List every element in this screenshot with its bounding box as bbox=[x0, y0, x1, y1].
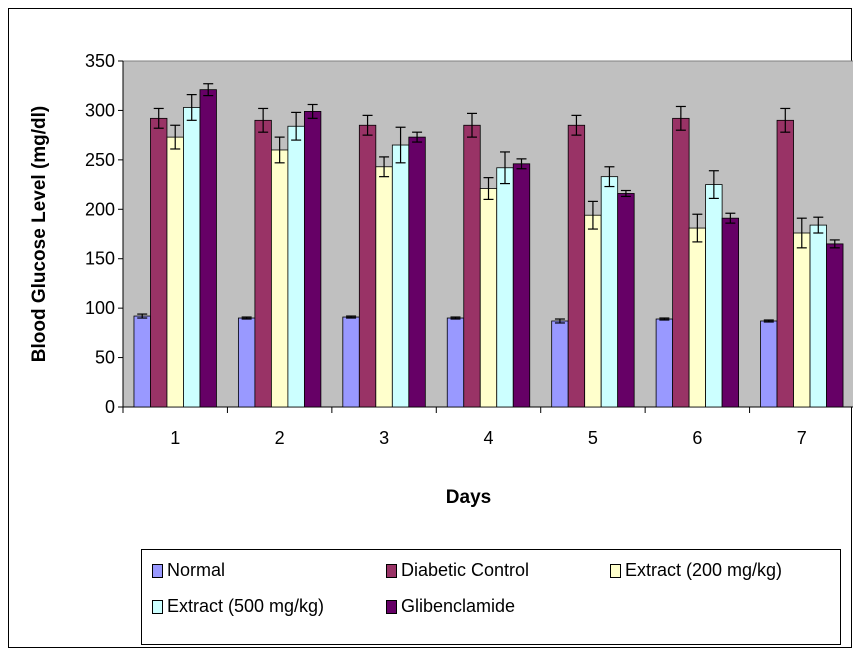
bar bbox=[551, 320, 569, 408]
bar bbox=[183, 107, 201, 408]
bar bbox=[793, 232, 811, 408]
y-tick-label: 200 bbox=[85, 199, 115, 219]
bar bbox=[342, 316, 360, 408]
bar bbox=[617, 193, 635, 408]
bar bbox=[672, 117, 690, 408]
x-tick-label: 5 bbox=[588, 428, 598, 448]
bar bbox=[721, 217, 740, 408]
bar bbox=[391, 144, 410, 408]
legend-item: Diabetic Control bbox=[386, 560, 529, 581]
legend-label: Diabetic Control bbox=[401, 560, 530, 580]
bar-chart: 0 50 100 150 200 250 300 350 1 2 3 4 5 6 7 Blood Gluco… bbox=[29, 51, 855, 508]
y-tick-label: 50 bbox=[95, 348, 115, 368]
bar bbox=[408, 136, 426, 408]
y-tick-label: 0 bbox=[105, 397, 115, 417]
y-tick-label: 150 bbox=[85, 249, 115, 269]
tick-labels: 0 50 100 150 200 250 300 350 1 2 3 4 5 6 7 bbox=[85, 51, 807, 448]
bar bbox=[826, 243, 844, 408]
bar bbox=[150, 117, 168, 408]
x-tick-label: 6 bbox=[692, 428, 702, 448]
chart-frame: 0 50 100 150 200 250 300 350 1 2 3 4 5 6 7 Blood Gluco… bbox=[8, 8, 855, 648]
y-tick-label: 250 bbox=[85, 150, 115, 170]
bar bbox=[760, 320, 778, 408]
bar bbox=[287, 125, 305, 408]
bar bbox=[809, 224, 827, 408]
legend-item: Extract (500 mg/kg) bbox=[152, 596, 324, 617]
legend-swatch bbox=[152, 599, 163, 614]
bar bbox=[375, 166, 393, 408]
legend-label: Extract (500 mg/kg) bbox=[167, 596, 325, 616]
bar bbox=[166, 136, 184, 408]
bar bbox=[270, 149, 289, 408]
x-tick-label: 1 bbox=[170, 428, 180, 448]
y-tick-label: 100 bbox=[85, 298, 115, 318]
legend-label: Extract (200 mg/kg) bbox=[625, 560, 783, 580]
bar bbox=[463, 124, 481, 408]
bars bbox=[133, 89, 844, 408]
legend: Normal Diabetic Control Extract (200 mg/kg… bbox=[141, 549, 841, 645]
bar bbox=[496, 167, 514, 408]
legend-item: Normal bbox=[152, 560, 225, 581]
bar bbox=[512, 163, 531, 408]
bar bbox=[303, 111, 322, 408]
bar bbox=[600, 176, 619, 408]
legend-swatch bbox=[386, 563, 397, 578]
y-tick-label: 350 bbox=[85, 51, 115, 71]
legend-item: Extract (200 mg/kg) bbox=[610, 560, 782, 581]
bar bbox=[584, 214, 602, 408]
y-tick-label: 300 bbox=[85, 100, 115, 120]
x-axis-label: Days bbox=[446, 487, 491, 508]
bar bbox=[254, 119, 272, 408]
bar bbox=[133, 315, 151, 408]
bar bbox=[199, 89, 217, 408]
bar bbox=[776, 119, 794, 408]
legend-swatch bbox=[386, 599, 397, 614]
legend-swatch bbox=[610, 563, 621, 578]
x-tick-label: 2 bbox=[275, 428, 285, 448]
error-bars bbox=[137, 83, 840, 324]
bar bbox=[688, 227, 707, 408]
bar bbox=[237, 317, 256, 408]
x-tick-label: 3 bbox=[379, 428, 389, 448]
y-axis-label: Blood Glucose Level (mg/dl) bbox=[29, 106, 50, 363]
legend-label: Normal bbox=[167, 560, 226, 580]
legend-label: Glibenclamide bbox=[401, 596, 516, 616]
x-tick-label: 7 bbox=[797, 428, 807, 448]
bar bbox=[479, 188, 498, 408]
bar bbox=[655, 318, 674, 408]
bar bbox=[567, 124, 586, 408]
x-tick-label: 4 bbox=[483, 428, 493, 448]
legend-swatch bbox=[152, 563, 163, 578]
bar bbox=[705, 184, 723, 408]
bar bbox=[446, 317, 465, 408]
legend-item: Glibenclamide bbox=[386, 596, 515, 617]
bar bbox=[358, 124, 377, 408]
